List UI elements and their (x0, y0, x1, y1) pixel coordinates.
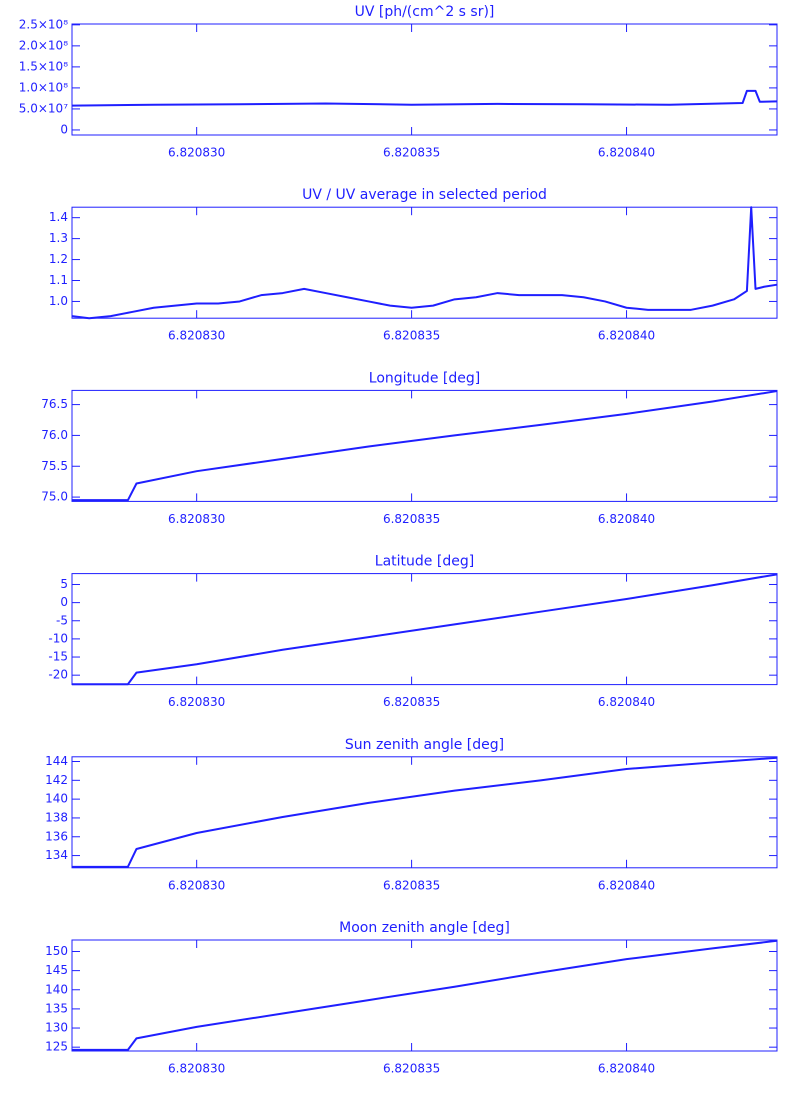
x-tick-label: 6.820830 (168, 878, 225, 892)
plot-frame (71, 573, 778, 686)
y-tick-label: 76.0 (41, 428, 68, 442)
y-tick-label: 0 (60, 122, 68, 136)
y-tick-label: 125 (45, 1040, 68, 1054)
y-tick-label: 5.0×10⁷ (19, 101, 68, 115)
y-tick-label: -20 (48, 668, 68, 682)
chart-title: Sun zenith angle [deg] (345, 737, 504, 753)
x-tick-label: 6.820830 (168, 329, 225, 343)
chart-title: Moon zenith angle [deg] (339, 920, 510, 936)
x-tick-label: 6.820835 (383, 512, 440, 526)
y-tick-label: 1.1 (49, 273, 68, 287)
y-tick-label: 75.0 (41, 490, 68, 504)
y-tick-label: 130 (45, 1021, 68, 1035)
y-tick-label: -5 (56, 613, 68, 627)
x-tick-label: 6.820835 (383, 329, 440, 343)
chart-title: Longitude [deg] (369, 370, 480, 386)
y-tick-label: 134 (45, 848, 68, 862)
y-tick-label: 2.5×10⁸ (19, 17, 68, 31)
y-tick-label: 1.0 (49, 294, 68, 308)
x-tick-label: 6.820840 (598, 1062, 655, 1076)
y-tick-label: 145 (45, 963, 68, 977)
x-tick-label: 6.820830 (168, 146, 225, 160)
data-line (71, 89, 778, 107)
data-line (71, 206, 778, 320)
y-tick-label: 1.0×10⁸ (19, 80, 68, 94)
y-tick-label: -10 (48, 631, 68, 645)
y-tick-label: 140 (45, 792, 68, 806)
y-tick-label: 1.5×10⁸ (19, 59, 68, 73)
y-tick-label: 1.2 (49, 252, 68, 266)
y-tick-label: 140 (45, 982, 68, 996)
x-tick-label: 6.820840 (598, 695, 655, 709)
y-tick-label: 138 (45, 810, 68, 824)
y-tick-label: 135 (45, 1001, 68, 1015)
x-tick-label: 6.820830 (168, 1062, 225, 1076)
data-line (72, 756, 778, 868)
x-tick-label: 6.820840 (598, 512, 655, 526)
data-line (72, 390, 778, 502)
x-tick-label: 6.820840 (598, 146, 655, 160)
x-tick-label: 6.820835 (383, 146, 440, 160)
plot-frame (71, 389, 778, 502)
chart-title: Latitude [deg] (375, 554, 474, 570)
y-tick-label: 2.0×10⁸ (19, 38, 68, 52)
y-tick-label: 0 (60, 595, 68, 609)
x-tick-label: 6.820835 (383, 1062, 440, 1076)
plot-frame (71, 23, 778, 136)
y-tick-label: -15 (48, 650, 68, 664)
chart-title: UV [ph/(cm^2 s sr)] (355, 4, 495, 20)
data-line (72, 573, 778, 686)
data-line (72, 939, 778, 1051)
y-tick-label: 136 (45, 829, 68, 843)
y-tick-label: 150 (45, 944, 68, 958)
x-tick-label: 6.820835 (383, 878, 440, 892)
x-tick-label: 6.820840 (598, 329, 655, 343)
y-tick-label: 1.4 (49, 210, 68, 224)
y-tick-label: 1.3 (49, 231, 68, 245)
plot-frame (71, 756, 778, 869)
chart-title: UV / UV average in selected period (302, 187, 547, 203)
y-tick-label: 75.5 (41, 459, 68, 473)
y-tick-label: 144 (45, 754, 68, 768)
y-tick-label: 142 (45, 773, 68, 787)
y-tick-label: 76.5 (41, 397, 68, 411)
x-tick-label: 6.820835 (383, 695, 440, 709)
x-tick-label: 6.820830 (168, 695, 225, 709)
plot-frame (71, 939, 778, 1052)
plot-frame (71, 206, 778, 319)
x-tick-label: 6.820840 (598, 878, 655, 892)
y-tick-label: 5 (60, 577, 68, 591)
x-tick-label: 6.820830 (168, 512, 225, 526)
